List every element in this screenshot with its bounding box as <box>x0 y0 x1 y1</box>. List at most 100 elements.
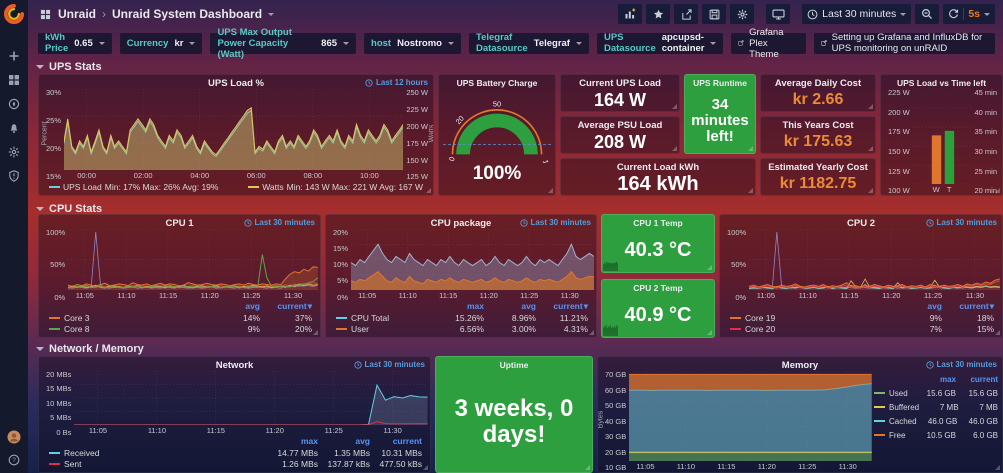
panel-timerange[interactable]: Last 30 minutes <box>243 218 315 227</box>
stat-value: 3 weeks, 0 days! <box>454 395 574 448</box>
zoom-out-button[interactable] <box>915 4 940 24</box>
dashboard-settings-button[interactable] <box>730 4 755 24</box>
variable-kwh-price[interactable]: kWh Price 0.65 <box>38 32 112 54</box>
help-icon[interactable]: ? <box>7 453 21 467</box>
variable-telegraf-datasource[interactable]: Telegraf Datasource Telegraf <box>468 32 589 54</box>
ups-load-chart[interactable]: Percent Watts 30% 25% 20% 15% 00:00 02:00 04:00 0… <box>41 88 434 182</box>
panel-cpu2-temp: CPU 2 Temp 40.9 °C <box>601 279 715 338</box>
panel-title[interactable]: This Years Cost <box>782 120 854 131</box>
legend-item[interactable]: Core 3 14% 37% <box>49 312 312 323</box>
ups-bar-chart[interactable]: 225 W 200 W 175 W 150 W 125 W 100 W W T 45 min 40… <box>888 88 997 196</box>
dashboard-links: Grafana Plex Theme Setting up Grafana an… <box>731 27 995 60</box>
panel-cpu1: CPU 1 Last 30 minutes 100% 50% 0% 11:05 11:1… <box>38 214 321 338</box>
panel-title[interactable]: CPU 2 Temp <box>633 283 683 293</box>
divider <box>963 8 965 20</box>
panel-title[interactable]: Current UPS Load <box>579 78 661 89</box>
memory-chart[interactable]: Bytes 70 GB 60 GB 50 GB 40 GB 30 GB 20 GB 10 GB… <box>598 371 874 472</box>
link-ups-monitoring-guide[interactable]: Setting up Grafana and InfluxDB for UPS … <box>813 32 995 54</box>
panel-title[interactable]: UPS Battery Charge <box>456 78 538 88</box>
caret-down-icon <box>447 42 454 48</box>
chevron-down-icon[interactable] <box>268 13 275 19</box>
panel-title[interactable]: UPS Runtime <box>693 78 747 88</box>
cpu2-chart[interactable]: 100% 50% 0% 11:05 11:10 11:15 11:20 11:25 11:30 <box>720 229 1002 301</box>
variable-host[interactable]: host Nostromo <box>364 32 461 54</box>
legend-item[interactable]: Sent 1.26 MBs 137.87 kBs 477.50 kBs <box>49 458 422 469</box>
avatar[interactable] <box>7 430 21 444</box>
legend-item[interactable]: Cached 46.0 GB 46.0 GB <box>874 414 998 428</box>
breadcrumb-app[interactable]: Unraid <box>58 7 97 21</box>
alerting-icon[interactable] <box>7 121 21 135</box>
link-grafana-plex-theme[interactable]: Grafana Plex Theme <box>731 27 806 60</box>
panel-title[interactable]: Uptime <box>499 360 529 370</box>
server-admin-icon[interactable] <box>7 169 21 183</box>
cpu2-legend: avgcurrentCore 199%18%Core 207%15% <box>720 301 1002 337</box>
legend-item[interactable]: Core 20 7% 15% <box>730 323 994 334</box>
panel-average-daily-cost: Average Daily Cost kr 2.66 <box>760 74 876 112</box>
legend-item[interactable]: Free 10.5 GB 6.0 GB <box>874 428 998 442</box>
panel-timerange[interactable]: Last 30 minutes <box>353 360 425 369</box>
cycle-view-mode-button[interactable] <box>766 4 791 24</box>
save-button[interactable] <box>702 4 727 24</box>
star-button[interactable] <box>646 4 671 24</box>
explore-icon[interactable] <box>7 97 21 111</box>
legend-item[interactable]: Received 14.77 MBs 1.35 MBs 10.31 MBs <box>49 447 422 458</box>
create-icon[interactable] <box>7 49 21 63</box>
svg-text:50: 50 <box>493 100 501 109</box>
panel-title[interactable]: Average PSU Load <box>577 120 663 131</box>
grafana-logo-icon[interactable] <box>3 3 25 25</box>
network-chart[interactable]: 20 MBs 15 MBs 10 MBs 5 MBs 0 Bs 11:05 11:10 11:… <box>39 371 430 436</box>
cpu-package-chart[interactable]: 20% 15% 10% 5% 0% 11:05 11:10 11:15 11:20 11:25 11… <box>326 229 596 301</box>
panel-title[interactable]: Average Daily Cost <box>774 78 862 89</box>
panel-timerange[interactable]: Last 30 minutes <box>519 218 591 227</box>
share-button[interactable] <box>674 4 699 24</box>
panel-title[interactable]: Network <box>215 360 254 371</box>
time-range-picker[interactable]: Last 30 minutes <box>802 4 912 24</box>
panel-title[interactable]: Current Load kWh <box>616 162 700 173</box>
variable-ups-max-output[interactable]: UPS Max Output Power Capacity (Watt) 865 <box>210 27 357 60</box>
legend-item[interactable]: Used 15.6 GB 15.6 GB <box>874 386 998 400</box>
variable-ups-datasource[interactable]: UPS Datasource apcupsd-container <box>596 32 724 54</box>
panel-title[interactable]: CPU 2 <box>847 218 875 229</box>
caret-down-icon <box>98 42 105 48</box>
submenu-bar: kWh Price 0.65 Currency kr UPS Max Output … <box>28 27 1003 60</box>
breadcrumb-dashboard-title[interactable]: Unraid System Dashboard <box>112 7 263 21</box>
row-header-cpu-stats[interactable]: CPU Stats <box>36 202 102 215</box>
add-panel-button[interactable] <box>618 4 643 24</box>
panel-title[interactable]: UPS Load vs Time left <box>896 78 987 88</box>
caret-down-icon <box>343 42 350 48</box>
panel-timerange[interactable]: Last 12 hours <box>365 78 428 87</box>
legend-item[interactable]: Core 8 9% 20% <box>49 323 312 334</box>
cpu-package-legend: maxavgcurrentCPU Total15.26%8.96%11.21%U… <box>326 301 596 337</box>
stat-value: kr 175.63 <box>783 132 853 150</box>
panel-ups-load: UPS Load % Last 12 hours Percent Watts 30%… <box>38 74 434 196</box>
row-header-network-memory[interactable]: Network / Memory <box>36 342 144 355</box>
legend-item[interactable]: UPS Load Min: 17% Max: 26% Avg: 19% <box>49 182 218 192</box>
panel-timerange[interactable]: Last 30 minutes <box>925 218 997 227</box>
panel-cpu1-temp: CPU 1 Temp 40.3 °C <box>601 214 715 273</box>
plot-area <box>68 229 318 290</box>
legend-item[interactable]: Watts Min: 143 W Max: 221 W Avg: 167 W <box>248 182 423 192</box>
variable-currency[interactable]: Currency kr <box>119 32 203 54</box>
chevron-down-icon <box>36 346 44 355</box>
panel-title[interactable]: Memory <box>781 360 819 371</box>
refresh-button[interactable]: 5s <box>943 4 995 24</box>
dashboards-icon[interactable] <box>7 73 21 87</box>
panel-title[interactable]: UPS Load % <box>208 78 264 89</box>
legend-item[interactable]: Buffered 7 MB 7 MB <box>874 400 998 414</box>
chevron-down-icon <box>36 206 44 215</box>
row-header-ups-stats[interactable]: UPS Stats <box>36 60 102 73</box>
legend-item[interactable]: CPU Total 15.26% 8.96% 11.21% <box>336 312 588 323</box>
panel-title[interactable]: CPU package <box>430 218 492 229</box>
panel-estimated-yearly-cost: Estimated Yearly Cost kr 1182.75 <box>760 158 876 196</box>
panel-title[interactable]: Estimated Yearly Cost <box>768 162 868 173</box>
panel-timerange[interactable]: Last 30 minutes <box>925 360 997 369</box>
stat-value: 164 kWh <box>617 172 699 195</box>
cpu1-chart[interactable]: 100% 50% 0% 11:05 11:10 11:15 11:20 11:25 11:30 <box>39 229 320 301</box>
panel-title[interactable]: CPU 1 Temp <box>633 218 683 228</box>
configuration-icon[interactable] <box>7 145 21 159</box>
panel-title[interactable]: CPU 1 <box>165 218 194 229</box>
legend-item[interactable]: User 6.56% 3.00% 4.31% <box>336 323 588 334</box>
panel-average-psu-load: Average PSU Load 208 W <box>560 116 680 154</box>
legend-item[interactable]: Core 19 9% 18% <box>730 312 994 323</box>
stat-value: kr 1182.75 <box>779 174 857 192</box>
